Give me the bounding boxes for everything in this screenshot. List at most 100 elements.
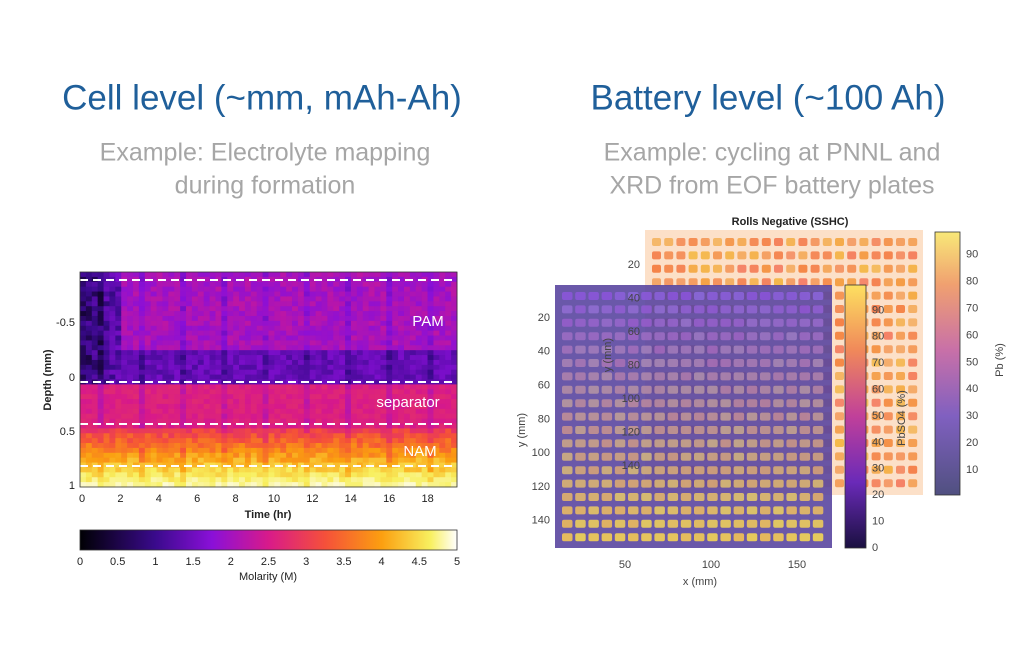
cell <box>127 408 134 415</box>
cell <box>392 281 399 288</box>
cell <box>398 394 405 400</box>
cell <box>239 355 246 361</box>
cell <box>415 340 423 346</box>
cell <box>297 364 305 371</box>
cell <box>156 291 163 297</box>
cell <box>121 359 128 366</box>
cell <box>239 330 246 337</box>
cell <box>174 359 181 366</box>
cell <box>286 325 293 332</box>
cell <box>321 467 328 473</box>
cell <box>445 355 452 361</box>
cell <box>262 359 269 366</box>
cell <box>250 452 258 459</box>
cell <box>250 384 258 390</box>
cell <box>268 359 275 366</box>
cell <box>115 296 122 302</box>
cell <box>156 272 163 278</box>
cell <box>374 418 381 424</box>
cell <box>144 438 152 444</box>
cell <box>356 413 364 420</box>
cell <box>180 301 187 307</box>
cell <box>292 315 299 322</box>
cell <box>191 394 199 400</box>
cell <box>350 374 358 380</box>
cell <box>822 278 832 287</box>
cell <box>694 412 705 421</box>
cell <box>262 301 269 307</box>
cell <box>85 350 93 356</box>
cell <box>908 291 918 300</box>
cell <box>174 472 181 478</box>
cell <box>209 399 216 405</box>
cell <box>652 238 661 246</box>
cell <box>144 301 152 307</box>
cell <box>309 291 317 297</box>
cell <box>421 355 429 361</box>
cell <box>280 325 287 332</box>
cell <box>250 345 258 351</box>
cell <box>760 493 771 501</box>
cell <box>433 272 440 278</box>
cell <box>138 311 146 317</box>
cell <box>760 466 771 475</box>
cell <box>368 350 376 356</box>
cell <box>368 369 376 376</box>
cell <box>280 472 287 478</box>
cell <box>244 482 252 488</box>
colorbar-tick: 3 <box>303 556 309 568</box>
cell <box>174 457 181 464</box>
cell <box>262 408 269 415</box>
cell <box>292 350 299 356</box>
cell <box>562 506 573 515</box>
cell <box>374 364 381 371</box>
cell <box>191 276 199 283</box>
cell <box>297 320 305 327</box>
cell <box>286 403 293 410</box>
cell <box>409 433 417 439</box>
cell <box>415 301 423 307</box>
cell <box>250 281 258 288</box>
cell <box>333 477 340 483</box>
cell <box>398 272 405 278</box>
cell <box>562 359 573 367</box>
cell <box>433 355 440 361</box>
cell <box>256 301 264 307</box>
cell <box>339 286 346 293</box>
cell <box>221 447 228 454</box>
cell <box>445 433 452 439</box>
cell <box>835 291 844 300</box>
cell <box>835 278 844 287</box>
cell <box>641 332 652 341</box>
cell <box>162 447 169 454</box>
cell <box>433 433 440 439</box>
cell <box>115 364 122 371</box>
cell <box>380 423 387 429</box>
cell <box>356 433 364 439</box>
cell <box>799 479 811 488</box>
cell <box>786 251 796 260</box>
cell <box>115 272 122 278</box>
x-tick-label: 14 <box>345 493 357 505</box>
cell <box>786 519 797 528</box>
cell <box>409 447 417 454</box>
cell <box>680 305 692 314</box>
cell <box>746 399 758 408</box>
cell <box>421 452 429 459</box>
cell <box>654 506 665 515</box>
cell <box>121 340 128 346</box>
cell <box>286 399 293 405</box>
cell <box>327 345 334 351</box>
cell <box>321 311 328 317</box>
cell <box>97 320 105 327</box>
cell <box>250 467 258 473</box>
cell <box>380 467 387 473</box>
cell <box>409 311 417 317</box>
y-tick-label: 60 <box>538 380 550 392</box>
cell <box>209 457 216 464</box>
cell <box>707 332 718 341</box>
cell <box>309 374 317 380</box>
cell <box>321 364 328 371</box>
cell <box>409 482 417 488</box>
cell <box>415 350 423 356</box>
